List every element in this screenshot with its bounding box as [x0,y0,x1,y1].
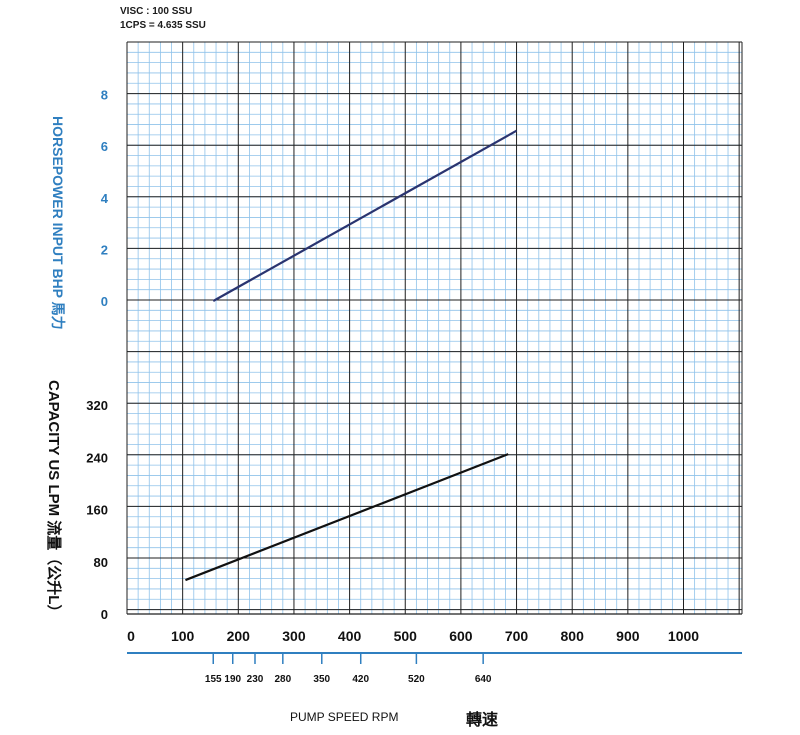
horsepower-curve [212,129,518,302]
x-tick-label: 0 [127,628,135,644]
x-tick-label: 200 [227,628,251,644]
capacity-y-tick-label: 320 [86,398,108,413]
secondary-tick-label: 230 [247,674,264,685]
x-tick-label: 600 [449,628,473,644]
capacity-y-tick-label: 0 [101,607,108,622]
capacity-y-tick-label: 160 [86,503,108,518]
secondary-axis: 155 190 230 280 350 420 520 640 [127,652,742,685]
x-tick-label: 700 [505,628,529,644]
horsepower-y-tick-label: 6 [101,139,108,154]
secondary-tick-label: 420 [352,674,369,685]
x-axis-title: PUMP SPEED RPM [290,710,399,724]
x-tick-label: 1000 [668,628,699,644]
horsepower-y-tick-label: 0 [101,294,108,309]
horsepower-y-tick-label: 4 [101,191,109,206]
capacity-y-tick-label: 80 [94,555,108,570]
secondary-tick-label: 520 [408,674,425,685]
capacity-y-tick-label: 240 [86,450,108,465]
viscosity-note: VISC : 100 SSU [120,6,193,17]
series-layer [185,129,518,582]
x-axis-title-chinese: 轉速 [466,712,499,729]
secondary-tick-label: 640 [475,674,492,685]
horsepower-y-tick-label: 8 [101,88,108,103]
x-tick-label: 800 [561,628,585,644]
x-tick-label: 300 [282,628,306,644]
major-grid [126,41,743,615]
x-tick-label: 100 [171,628,195,644]
secondary-tick-label: 155 [205,674,222,685]
cps-note: 1CPS = 4.635 SSU [120,20,206,31]
x-tick-label: 400 [338,628,362,644]
x-tick-label: 900 [616,628,640,644]
horsepower-y-tick-label: 2 [101,242,108,257]
secondary-tick-label: 350 [313,674,330,685]
secondary-tick-label: 280 [274,674,291,685]
capacity-curve [185,453,509,582]
minor-grid [127,41,742,614]
secondary-tick-label: 190 [224,674,241,685]
x-tick-label: 500 [394,628,418,644]
